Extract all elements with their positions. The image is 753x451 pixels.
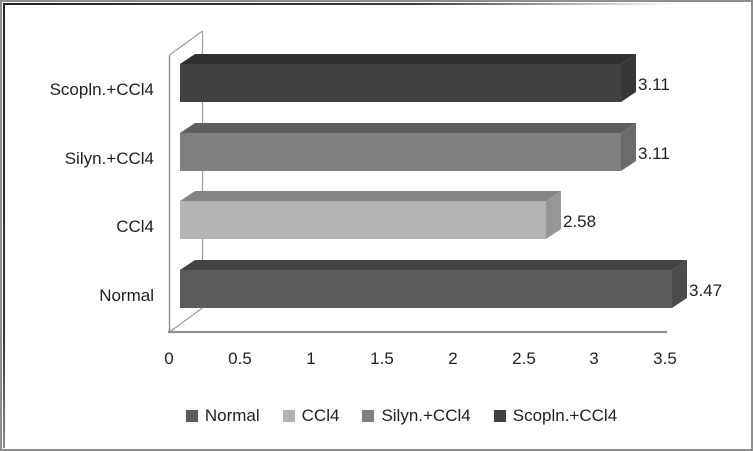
x-axis-tick-label: 1.5 xyxy=(370,349,394,368)
x-axis-tick-label: 0.5 xyxy=(228,349,252,368)
bar-end-face xyxy=(672,260,687,308)
legend-item: Normal xyxy=(185,405,260,427)
bar-end-face xyxy=(621,123,636,171)
x-axis-tick-label: 1 xyxy=(306,349,316,368)
bar-value-label: 3.47 xyxy=(689,281,723,300)
bar-top-face xyxy=(180,260,687,270)
x-axis-tick-label: 3.5 xyxy=(653,349,677,368)
x-axis-tick-label: 2 xyxy=(448,349,458,368)
floor-left-slant-line xyxy=(169,307,203,333)
x-axis-tick-label: 2.5 xyxy=(512,349,536,368)
bar-value-label: 3.11 xyxy=(638,75,670,94)
bar xyxy=(180,270,672,308)
legend: Normal CCl4 Silyn.+CCl4 Scopln.+CCl4 xyxy=(27,405,751,427)
bar-top-face xyxy=(180,191,561,201)
bar-top-face xyxy=(180,54,636,64)
bar-end-face xyxy=(546,191,561,239)
category-label: Normal xyxy=(99,286,154,305)
bar-value-label: 3.11 xyxy=(638,144,670,163)
legend-label: CCl4 xyxy=(301,406,340,425)
bar xyxy=(180,133,621,171)
x-axis-tick-label: 3 xyxy=(589,349,599,368)
legend-marker xyxy=(282,410,295,422)
legend-label: Normal xyxy=(204,406,260,425)
category-label: CCl4 xyxy=(116,217,154,236)
category-label: Scopln.+CCl4 xyxy=(49,80,154,99)
x-axis-tick-label: 0 xyxy=(164,349,174,368)
legend-label: Silyn.+CCl4 xyxy=(381,406,471,425)
bar-end-face xyxy=(621,54,636,102)
bar xyxy=(180,201,546,239)
bar xyxy=(180,64,621,102)
legend-item: Scopln.+CCl4 xyxy=(493,405,618,427)
legend-item: CCl4 xyxy=(282,405,340,427)
wall-top-slant-line xyxy=(169,30,203,56)
legend-label: Scopln.+CCl4 xyxy=(512,406,618,425)
bar-value-label: 2.58 xyxy=(563,212,597,231)
legend-item: Silyn.+CCl4 xyxy=(362,405,471,427)
category-label: Silyn.+CCl4 xyxy=(64,149,154,168)
bar-top-face xyxy=(180,123,636,133)
legend-marker xyxy=(362,410,375,422)
legend-marker xyxy=(493,410,506,422)
legend-marker xyxy=(185,410,198,422)
